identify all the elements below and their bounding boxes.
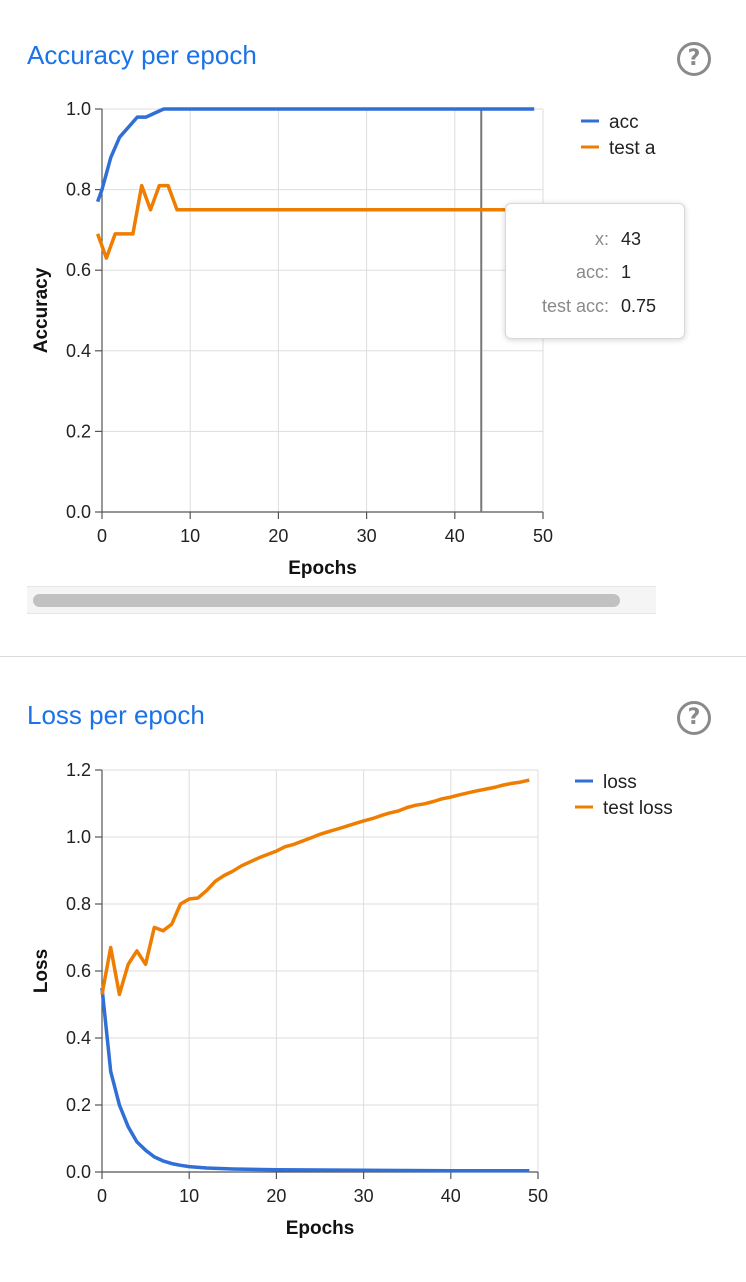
y-tick-label: 0.2 — [66, 1095, 91, 1115]
y-tick-label: 0.8 — [66, 894, 91, 914]
x-tick-label: 30 — [357, 526, 377, 546]
legend-label: test loss — [603, 798, 673, 819]
x-tick-label: 20 — [266, 1186, 286, 1206]
y-tick-label: 0.8 — [66, 180, 91, 200]
y-tick-label: 0.2 — [66, 421, 91, 441]
tooltip-row-acc: acc: 1 — [506, 262, 684, 286]
x-tick-label: 0 — [97, 1186, 107, 1206]
series-line-loss — [100, 987, 530, 1173]
tooltip-row-x: x: 43 — [506, 229, 684, 253]
scrollbar-thumb[interactable] — [33, 594, 620, 607]
y-tick-label: 0.0 — [66, 502, 91, 522]
y-tick-label: 1.2 — [66, 760, 91, 780]
y-axis-title: Loss — [31, 949, 52, 993]
y-tick-label: 1.0 — [66, 99, 91, 119]
x-tick-label: 20 — [268, 526, 288, 546]
tooltip-row-test-acc: test acc: 0.75 — [506, 296, 684, 320]
question-circle-icon[interactable]: ? — [677, 42, 711, 76]
legend-label: test a — [609, 138, 656, 159]
x-axis-title: Epochs — [288, 558, 357, 579]
accuracy-chart-title: Accuracy per epoch — [27, 40, 257, 70]
y-tick-label: 0.4 — [66, 341, 91, 361]
y-tick-label: 0.4 — [66, 1028, 91, 1048]
x-tick-label: 10 — [180, 526, 200, 546]
y-tick-label: 0.6 — [66, 260, 91, 280]
x-tick-label: 30 — [354, 1186, 374, 1206]
series-line-acc — [95, 107, 535, 203]
tooltip-key: acc: — [575, 262, 609, 282]
x-tick-label: 10 — [179, 1186, 199, 1206]
hover-tooltip: x: 43 acc: 1 test acc: 0.75 — [505, 203, 685, 339]
x-tick-label: 40 — [441, 1186, 461, 1206]
horizontal-scrollbar[interactable] — [27, 586, 656, 614]
legend-label: acc — [609, 112, 639, 133]
x-axis-title: Epochs — [286, 1218, 355, 1239]
x-tick-label: 0 — [97, 526, 107, 546]
accuracy-chart: 0.0 0.2 0.4 0.6 0.8 1.0 0 10 20 30 40 50 Epochs Accur… — [31, 99, 656, 579]
y-tick-label: 1.0 — [66, 827, 91, 847]
question-circle-icon[interactable]: ? — [677, 701, 711, 735]
x-tick-label: 50 — [533, 526, 553, 546]
y-tick-label: 0.6 — [66, 961, 91, 981]
x-tick-label: 40 — [445, 526, 465, 546]
section-divider — [0, 656, 746, 657]
tooltip-value: 43 — [621, 229, 642, 249]
y-axis-title: Accuracy — [31, 267, 52, 353]
y-tick-label: 0.0 — [66, 1162, 91, 1182]
tooltip-key: test acc: — [541, 296, 609, 316]
x-tick-label: 50 — [528, 1186, 548, 1206]
series-line-test-acc — [95, 183, 535, 260]
loss-chart: 0.0 0.2 0.4 0.6 0.8 1.0 1.2 0 10 20 30 40 50 Epochs Lo… — [31, 760, 673, 1239]
tooltip-value: 1 — [621, 262, 632, 282]
tooltip-value: 0.75 — [621, 296, 657, 316]
tooltip-key: x: — [594, 229, 609, 249]
legend-label: loss — [603, 772, 637, 793]
series-line-test-loss — [100, 778, 530, 997]
loss-chart-title: Loss per epoch — [27, 700, 205, 730]
